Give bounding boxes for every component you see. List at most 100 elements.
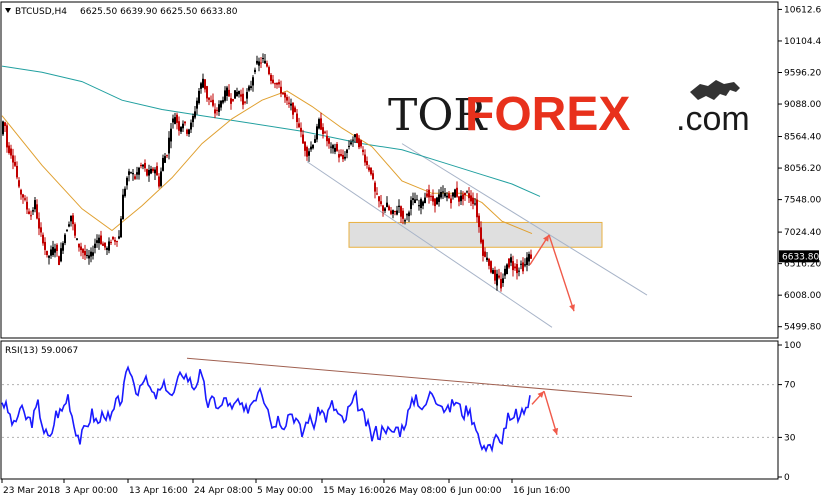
down-arrow-icon [548,234,575,312]
candle [152,166,154,173]
candle [264,54,266,65]
candle [476,193,478,223]
candle [282,92,284,95]
candle [380,194,382,207]
price-panel-frame [0,1,779,339]
candle [398,199,400,214]
price-arrows [529,234,575,312]
candle [126,176,128,190]
bull-icon [690,80,740,100]
price-tick-label: 8564.40 [784,133,821,143]
candle [456,181,458,198]
candle [376,187,378,196]
candle [354,133,356,143]
candle [144,159,146,172]
candle [330,142,332,154]
candle [514,263,516,271]
candle [122,188,124,220]
candle [118,230,120,240]
candle [518,267,520,277]
candle [100,230,102,246]
candle [478,213,480,233]
candle [222,96,224,105]
candle [280,80,282,98]
candle [444,187,446,198]
candle [46,250,48,258]
price-axis: 10612.60 10104.40 9596.20 9088.00 8564.40 805… [778,5,821,333]
candle [446,192,448,202]
candle [66,228,68,232]
candle [378,195,380,208]
candle [180,126,182,134]
candle [254,67,256,75]
candle [416,194,418,201]
candle [466,190,468,194]
candle [244,100,246,105]
candle [64,233,66,246]
candle [304,140,306,157]
candle [138,166,140,180]
candle [302,129,304,145]
candle [366,156,368,169]
candle [22,193,24,204]
candle [480,221,482,245]
candle [326,130,328,147]
candle [132,168,134,181]
candle [404,218,406,225]
candle [310,141,312,152]
candle [300,122,302,138]
candle [420,197,422,215]
candle [296,109,298,129]
candle [196,97,198,115]
candle [2,120,4,137]
candle [516,259,518,280]
candle [342,149,344,162]
candle [20,188,22,200]
candle [346,148,348,159]
logo-forex-text: FOREX [465,88,630,141]
candle [402,208,404,225]
candle [40,222,42,237]
candle [174,112,176,125]
candle [452,192,454,200]
logo-tor-text: TOR [388,90,488,141]
candle [504,265,506,280]
candle [260,56,262,69]
candle [214,103,216,119]
rsi-tick-label: 0 [784,473,790,483]
candle [52,240,54,257]
candle [468,187,470,204]
candle [242,87,244,110]
candle [112,236,114,241]
candle [56,243,58,257]
time-tick-label: 15 May 16:00 [323,486,385,496]
price-channel [306,143,648,328]
symbol-label: BTCUSD,H4 [15,7,67,17]
candle [382,204,384,217]
candle [170,122,172,149]
candle [24,195,26,202]
candle [428,184,430,204]
time-tick-label: 23 Mar 2018 [3,486,60,496]
candle [320,112,322,131]
candle [356,133,358,144]
candle [462,191,464,206]
candle [272,74,274,85]
rsi-tick-label: 30 [784,433,796,443]
candle [186,128,188,137]
candle [530,249,532,259]
resistance-zone [348,221,603,248]
candle [470,190,472,206]
price-tick-label: 7024.40 [784,228,821,238]
candle [250,80,252,91]
price-tick-label: 10104.40 [784,37,821,47]
candle [116,240,118,247]
candle [510,253,512,267]
candle [474,198,476,206]
candle [210,95,212,103]
candle [166,154,168,159]
candle [350,139,352,146]
ma-fast-line [1,90,533,235]
candle [72,213,74,231]
candle [58,255,60,266]
